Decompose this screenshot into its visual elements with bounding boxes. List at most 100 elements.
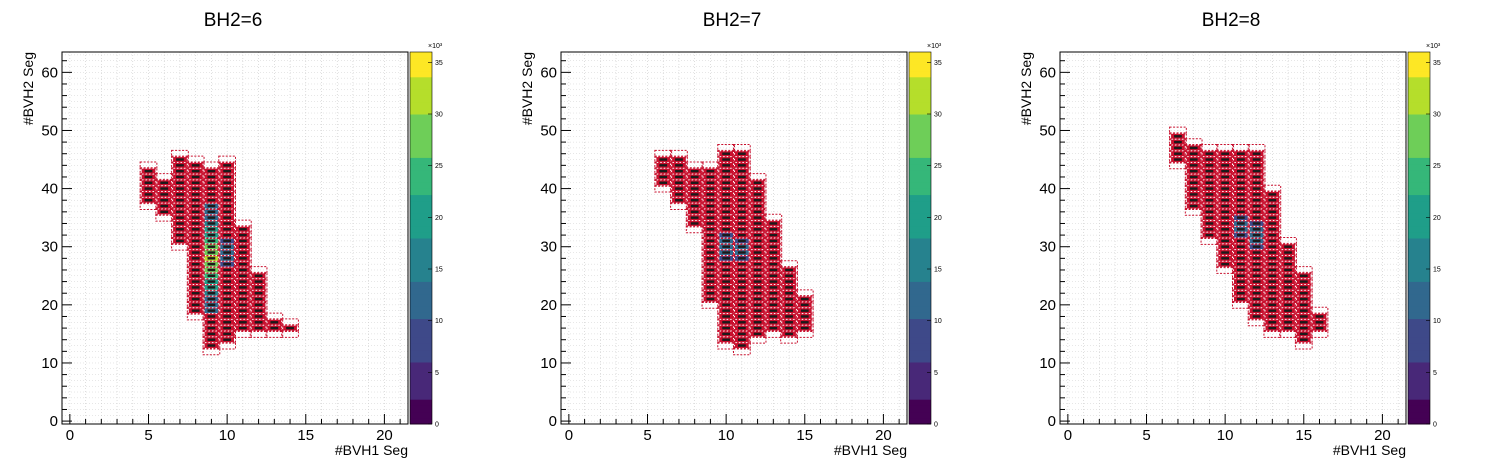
color-scale-step [1408,145,1430,152]
x-axis-label: #BVH1 Seg [335,442,408,458]
cell-marker [191,175,200,179]
cell-marker [706,210,715,214]
cell-marker [191,181,200,184]
cell-marker [738,233,746,237]
cell-marker [176,233,184,237]
cell-marker [1284,303,1292,307]
cell-marker [1299,297,1308,301]
color-scale-step [1408,269,1430,276]
color-scale-step [410,132,432,140]
color-scale-step [410,380,432,388]
z-exponent-label: ×10³ [1426,43,1441,50]
cell-marker [1237,239,1245,243]
cell-outline [654,149,673,158]
cell-outline [685,161,704,170]
cell-marker [223,338,231,341]
color-scale-step [1408,64,1430,72]
z-tick-label: 0 [934,422,938,429]
cell-marker [239,326,247,330]
cell-outline [1310,312,1329,321]
color-scale-step [1408,151,1430,158]
chart-bh2-8: BH2=80 5 10 15 20#BVH1 Seg0102030405060#BVH2… [1018,10,1441,458]
cell-marker [753,233,762,237]
cell-outline [234,219,252,228]
cell-marker [160,199,169,202]
cell-marker [1284,262,1292,266]
cell-marker [1189,146,1198,150]
color-scale-step [410,250,432,258]
color-scale-step [410,386,432,394]
cell-marker [706,187,715,190]
cell-marker [738,175,746,179]
cell-outline [1247,149,1266,158]
cell-marker [1221,222,1229,225]
y-axis-label: #BVH2 Seg [1018,52,1034,125]
cell-marker [1237,222,1245,225]
cell-marker [1284,245,1292,248]
cell-marker [722,292,730,295]
cell-marker [1268,245,1277,248]
cell-outline [654,155,673,164]
z-tick-label: 0 [435,422,439,429]
color-scale-step [1408,343,1430,351]
cell-outline [1310,306,1329,315]
color-scale-step [1408,244,1430,251]
color-scale-step [909,163,931,171]
chart-bh2-6: BH2=60 5 10 15 20#BVH1 Seg0102030405060#BVH2… [20,10,443,458]
cell-marker [176,222,184,225]
cell-marker [1221,257,1229,260]
color-scale-step [410,126,432,134]
z-tick-label: 20 [435,215,443,222]
color-scale-step [410,269,432,276]
color-scale-step [909,157,931,165]
plot-frame [560,51,908,425]
color-scale-step [410,374,432,382]
cell-marker [753,199,762,202]
x-tick-label: 0 [565,427,573,444]
color-scale-step [1408,405,1430,413]
cell-marker [207,315,216,318]
cell-marker [191,228,200,231]
color-scale-step [410,293,432,301]
cell-marker [800,303,809,307]
cell-outline [795,295,814,303]
cell-marker [207,292,216,295]
cell-marker [191,233,200,237]
x-tick-label: 15 [1295,427,1312,444]
cell-outline [171,155,189,164]
cell-marker [207,169,216,173]
y-tick-label: 10 [1039,355,1056,372]
cell-marker [191,257,200,260]
color-scale-step [909,101,931,109]
cell-marker [785,332,793,336]
x-axis: 0 5 10 15 20#BVH1 Seg [1064,414,1406,458]
cell-marker [1284,268,1292,272]
cell-outline [1216,144,1234,152]
cell-marker [1205,216,1214,219]
cell-marker [722,228,730,231]
cell-marker [207,338,216,341]
cell-marker [753,268,762,272]
color-scale-step [410,349,432,357]
cell-marker [1268,297,1277,301]
cell-marker [1221,158,1229,161]
z-tick-label: 20 [934,215,942,222]
cell-marker [722,274,730,277]
color-scale-step [1408,293,1430,301]
cell-outline [1184,138,1203,146]
color-scale-step [909,89,931,96]
cell-marker [675,181,683,184]
cell-marker [1268,315,1277,318]
y-tick-label: 30 [540,239,557,256]
cell-marker [738,297,746,301]
cell-marker [223,286,231,289]
cell-marker [722,193,730,196]
cell-marker [1299,280,1308,283]
cell-marker [1189,158,1198,161]
cell-marker [223,204,231,208]
cell-outline [780,260,798,269]
cell-marker [753,193,762,196]
cell-marker [223,187,231,190]
cell-outline [1279,237,1297,245]
cell-marker [690,199,699,202]
